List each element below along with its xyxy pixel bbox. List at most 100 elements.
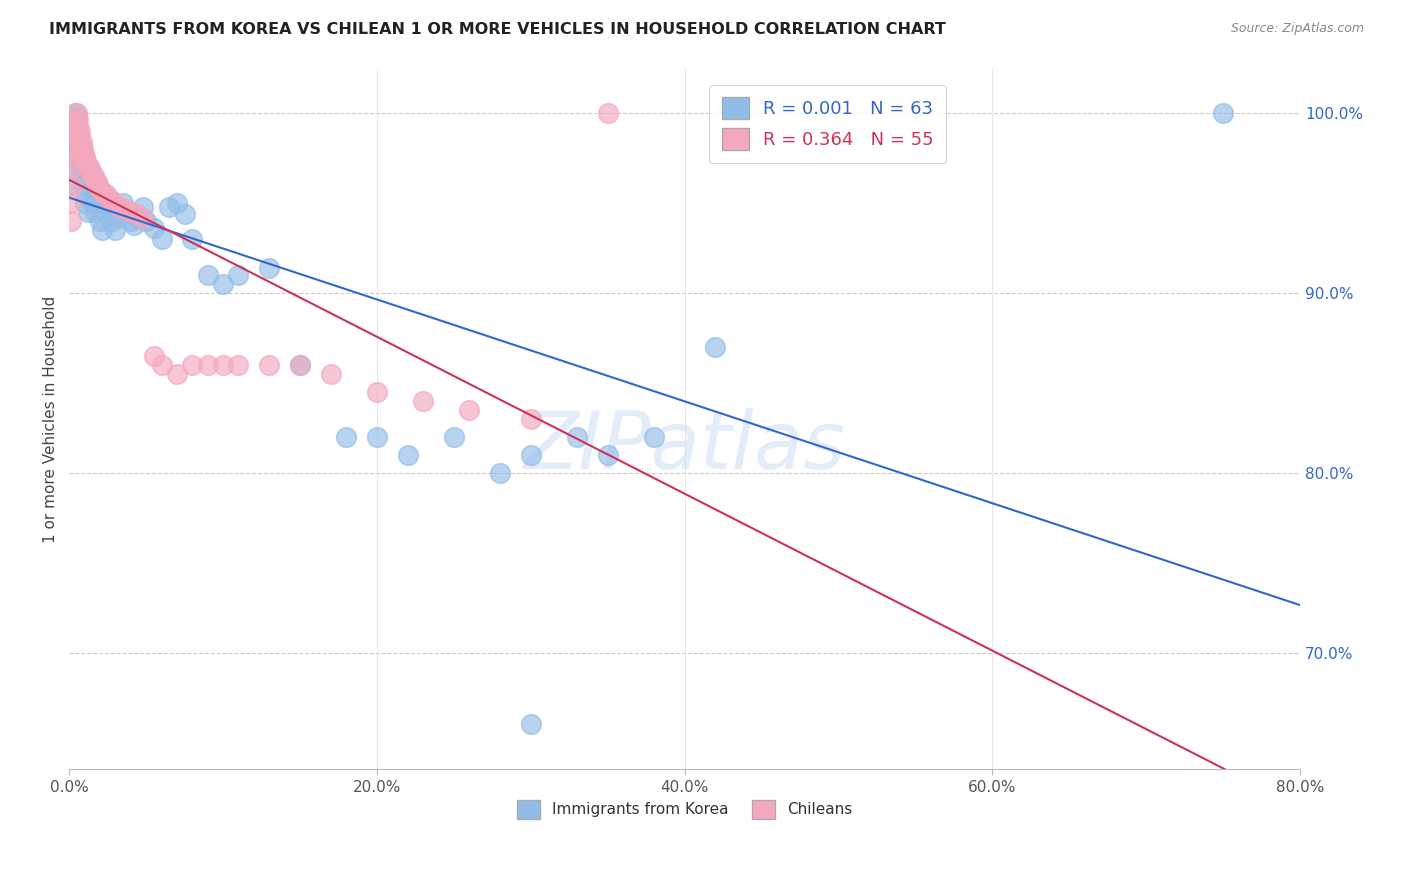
Y-axis label: 1 or more Vehicles in Household: 1 or more Vehicles in Household xyxy=(44,295,58,542)
Point xyxy=(69,152,91,166)
Text: IMMIGRANTS FROM KOREA VS CHILEAN 1 OR MORE VEHICLES IN HOUSEHOLD CORRELATION CHA: IMMIGRANTS FROM KOREA VS CHILEAN 1 OR MO… xyxy=(49,22,946,37)
Point xyxy=(596,448,619,462)
Point xyxy=(67,133,90,147)
Point xyxy=(76,205,98,219)
Point xyxy=(70,161,93,175)
Point xyxy=(84,205,107,219)
Point xyxy=(257,260,280,275)
Point xyxy=(89,214,111,228)
Point xyxy=(135,214,157,228)
Point xyxy=(77,161,100,175)
Point xyxy=(396,448,419,462)
Point xyxy=(67,124,90,138)
Point xyxy=(212,358,235,372)
Point xyxy=(228,268,250,282)
Point xyxy=(87,178,110,193)
Point xyxy=(150,358,173,372)
Point xyxy=(63,152,86,166)
Point xyxy=(65,133,87,147)
Legend: Immigrants from Korea, Chileans: Immigrants from Korea, Chileans xyxy=(510,794,858,825)
Point xyxy=(73,150,96,164)
Point xyxy=(76,159,98,173)
Point xyxy=(63,142,86,156)
Point xyxy=(112,196,135,211)
Point xyxy=(97,196,120,211)
Point xyxy=(59,161,82,175)
Point xyxy=(63,124,86,138)
Point xyxy=(120,205,142,219)
Point xyxy=(288,358,311,372)
Point xyxy=(257,358,280,372)
Point xyxy=(173,207,195,221)
Point xyxy=(86,187,108,202)
Point xyxy=(70,138,93,153)
Point xyxy=(197,358,219,372)
Point xyxy=(91,186,114,200)
Point xyxy=(181,232,204,246)
Point xyxy=(73,187,96,202)
Point xyxy=(73,152,96,166)
Point xyxy=(443,430,465,444)
Point xyxy=(288,358,311,372)
Point xyxy=(70,135,93,149)
Point xyxy=(489,466,512,480)
Point xyxy=(66,110,89,124)
Point xyxy=(82,178,104,193)
Point xyxy=(69,142,91,156)
Point xyxy=(366,384,388,399)
Point xyxy=(132,211,155,225)
Point xyxy=(117,205,139,219)
Point xyxy=(60,178,83,193)
Point xyxy=(72,142,94,156)
Point xyxy=(212,277,235,292)
Point xyxy=(93,205,115,219)
Point xyxy=(157,200,180,214)
Point xyxy=(82,168,104,182)
Point xyxy=(84,173,107,187)
Point xyxy=(72,145,94,160)
Point xyxy=(520,412,543,426)
Point xyxy=(82,196,104,211)
Point xyxy=(142,221,165,235)
Point xyxy=(107,211,129,225)
Point xyxy=(63,133,86,147)
Point xyxy=(89,182,111,196)
Point xyxy=(59,214,82,228)
Point xyxy=(59,196,82,211)
Point xyxy=(643,430,665,444)
Point xyxy=(75,155,97,169)
Point xyxy=(114,202,136,216)
Point xyxy=(100,214,122,228)
Point xyxy=(65,106,87,120)
Point xyxy=(520,717,543,731)
Point xyxy=(80,164,103,178)
Point xyxy=(60,152,83,166)
Point xyxy=(66,115,89,129)
Point xyxy=(77,161,100,175)
Point xyxy=(565,430,588,444)
Point xyxy=(125,207,148,221)
Point xyxy=(335,430,357,444)
Point xyxy=(90,223,112,237)
Point xyxy=(197,268,219,282)
Point xyxy=(60,142,83,156)
Point xyxy=(86,175,108,189)
Point xyxy=(1212,106,1234,120)
Point xyxy=(67,112,90,126)
Point xyxy=(101,194,124,209)
Point xyxy=(65,124,87,138)
Point xyxy=(59,178,82,193)
Point xyxy=(520,448,543,462)
Point xyxy=(142,349,165,363)
Point xyxy=(98,191,121,205)
Point xyxy=(132,200,155,214)
Point xyxy=(66,106,89,120)
Point xyxy=(73,196,96,211)
Point xyxy=(70,169,93,184)
Point xyxy=(458,403,481,417)
Point xyxy=(65,115,87,129)
Point xyxy=(104,223,127,237)
Point xyxy=(69,129,91,144)
Point xyxy=(596,106,619,120)
Point xyxy=(412,393,434,408)
